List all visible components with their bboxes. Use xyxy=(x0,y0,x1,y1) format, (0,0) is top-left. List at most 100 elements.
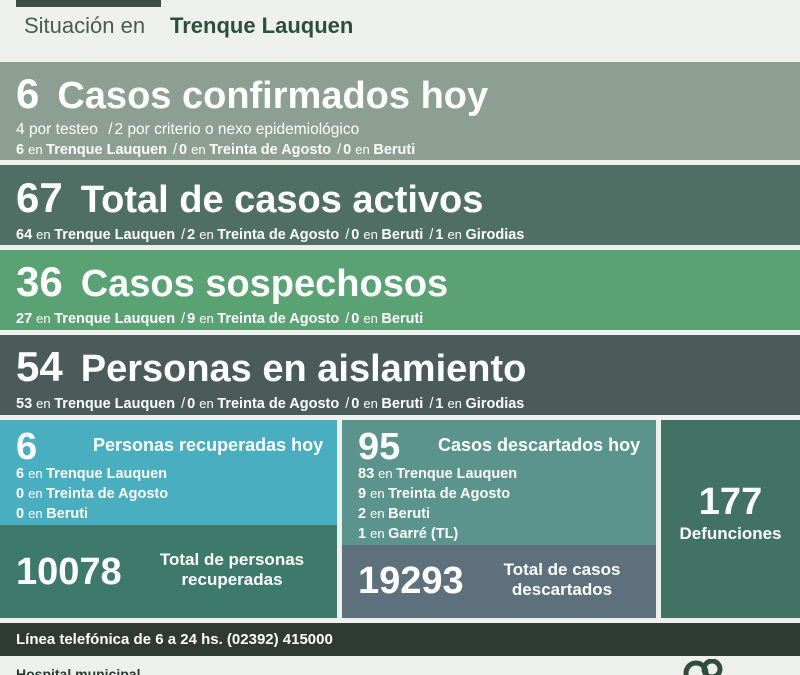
isolation-loc-count: 0 xyxy=(187,396,200,412)
discarded-loc-count: 83 xyxy=(358,466,379,482)
discarded-loc-place: Garré (TL) xyxy=(388,526,459,542)
isolation-loc-place: Treinta de Agosto xyxy=(217,396,340,412)
separator: / xyxy=(345,396,350,412)
discarded-loc-en: en xyxy=(378,466,397,481)
isolation-line: 53 en Trenque Lauquen/0 en Treinta de Ag… xyxy=(16,396,524,412)
isolation-band: 54 Personas en aislamiento 53 en Trenque… xyxy=(0,335,800,415)
active-loc-place: Treinta de Agosto xyxy=(217,227,340,243)
recovered-loc-item: 0 en Beruti xyxy=(16,504,168,524)
confirmed-testing-count: 4 xyxy=(16,121,25,138)
discarded-loc-count: 9 xyxy=(358,486,371,502)
discarded-loc-place: Trenque Lauquen xyxy=(396,466,518,482)
confirmed-loc-place: Treinta de Agosto xyxy=(209,142,332,158)
confirmed-title: Casos confirmados hoy xyxy=(57,75,489,117)
phone-text: Línea telefónica de 6 a 24 hs. (02392) 4… xyxy=(16,631,333,648)
discarded-total-label-1: Total de casos xyxy=(503,560,621,579)
discarded-loc-place: Beruti xyxy=(388,506,431,522)
active-band: 67 Total de casos activos 64 en Trenque … xyxy=(0,165,800,245)
isolation-loc-en: en xyxy=(447,396,466,411)
separator: / xyxy=(181,396,186,412)
discarded-count: 95 xyxy=(358,426,401,468)
recovered-count: 6 xyxy=(16,426,38,468)
suspected-title: Casos sospechosos xyxy=(80,263,449,305)
suspected-loc-place: Treinta de Agosto xyxy=(217,311,340,327)
separator: / xyxy=(345,227,350,243)
isolation-count: 54 xyxy=(16,343,63,390)
recovered-loc-count: 6 xyxy=(16,466,29,482)
suspected-loc-place: Beruti xyxy=(381,311,424,327)
recovered-total-box: 10078 Total de personas recuperadas xyxy=(0,525,337,618)
recovered-total-label-1: Total de personas xyxy=(159,550,305,569)
suspected-loc-count: 9 xyxy=(187,311,200,327)
separator: / xyxy=(337,142,342,158)
deaths-label: Defunciones xyxy=(679,524,782,543)
separator: / xyxy=(345,311,350,327)
isolation-title: Personas en aislamiento xyxy=(80,348,527,390)
recovered-loc-place: Treinta de Agosto xyxy=(46,486,169,502)
active-loc-count: 0 xyxy=(351,227,364,243)
active-count: 67 xyxy=(16,174,63,221)
active-loc-en: en xyxy=(447,227,466,242)
discarded-loc-place: Treinta de Agosto xyxy=(388,486,511,502)
suspected-loc-count: 0 xyxy=(351,311,364,327)
active-loc-en: en xyxy=(363,227,382,242)
footer-text: Hospital municipal xyxy=(16,666,141,675)
phone-bar: Línea telefónica de 6 a 24 hs. (02392) 4… xyxy=(0,623,800,656)
active-loc-count: 1 xyxy=(435,227,448,243)
recovered-loc-count: 0 xyxy=(16,506,29,522)
active-loc-place: Girodias xyxy=(465,227,525,243)
confirmed-loc-count: 0 xyxy=(179,142,192,158)
confirmed-loc-place: Beruti xyxy=(373,142,416,158)
recovered-box: 6 Personas recuperadas hoy 6 en Trenque … xyxy=(0,420,337,525)
deaths-box: 177 Defunciones xyxy=(661,420,800,618)
active-title: Total de casos activos xyxy=(80,179,484,221)
isolation-loc-en: en xyxy=(199,396,218,411)
header-city: Trenque Lauquen xyxy=(170,13,354,38)
deaths-count: 177 xyxy=(698,481,763,523)
confirmed-loc-count: 6 xyxy=(16,142,29,158)
suspected-line: 27 en Trenque Lauquen/9 en Treinta de Ag… xyxy=(16,311,423,327)
confirmed-loc-count: 0 xyxy=(343,142,356,158)
isolation-heading: 54 Personas en aislamiento xyxy=(16,343,527,390)
separator: / xyxy=(181,311,186,327)
isolation-loc-count: 53 xyxy=(16,396,37,412)
discarded-loc-en: en xyxy=(370,486,389,501)
header: Situación en Trenque Lauquen xyxy=(0,0,800,60)
confirmed-testing-label: por testeo xyxy=(28,121,98,138)
discarded-loc-count: 2 xyxy=(358,506,371,522)
discarded-loc-en: en xyxy=(370,526,389,541)
recovered-loc-place: Beruti xyxy=(46,506,89,522)
separator: / xyxy=(108,121,113,138)
active-loc-place: Trenque Lauquen xyxy=(54,227,176,243)
separator: / xyxy=(429,396,434,412)
confirmed-loc-en: en xyxy=(355,142,374,157)
active-heading: 67 Total de casos activos xyxy=(16,174,484,221)
suspected-heading: 36 Casos sospechosos xyxy=(16,258,449,305)
active-loc-en: en xyxy=(199,227,218,242)
recovered-loc-en: en xyxy=(28,466,47,481)
isolation-loc-count: 0 xyxy=(351,396,364,412)
header-label: Situación en xyxy=(24,13,146,38)
suspected-loc-place: Trenque Lauquen xyxy=(54,311,176,327)
active-loc-en: en xyxy=(36,227,55,242)
discarded-total: 19293 xyxy=(358,560,464,602)
separator: / xyxy=(173,142,178,158)
discarded-loc-item: 9 en Treinta de Agosto xyxy=(358,484,517,504)
isolation-loc-place: Beruti xyxy=(381,396,424,412)
recovered-loc-en: en xyxy=(28,486,47,501)
confirmed-loc-en: en xyxy=(191,142,210,157)
suspected-count: 36 xyxy=(16,258,63,305)
confirmed-line1: 4 por testeo /2 por criterio o nexo epid… xyxy=(16,121,359,139)
recovered-title: Personas recuperadas hoy xyxy=(93,435,324,455)
confirmed-criteria-count: 2 xyxy=(114,121,124,138)
footer: Hospital municipal xyxy=(0,656,800,675)
municipal-logo-icon xyxy=(683,659,723,675)
recovered-loc-item: 6 en Trenque Lauquen xyxy=(16,464,168,484)
suspected-loc-en: en xyxy=(199,311,218,326)
isolation-loc-place: Trenque Lauquen xyxy=(54,396,176,412)
recovered-total-label-2: recuperadas xyxy=(181,570,283,589)
isolation-loc-en: en xyxy=(36,396,55,411)
discarded-total-label-2: descartados xyxy=(511,580,613,599)
active-line: 64 en Trenque Lauquen/2 en Treinta de Ag… xyxy=(16,227,524,243)
suspected-band: 36 Casos sospechosos 27 en Trenque Lauqu… xyxy=(0,250,800,330)
